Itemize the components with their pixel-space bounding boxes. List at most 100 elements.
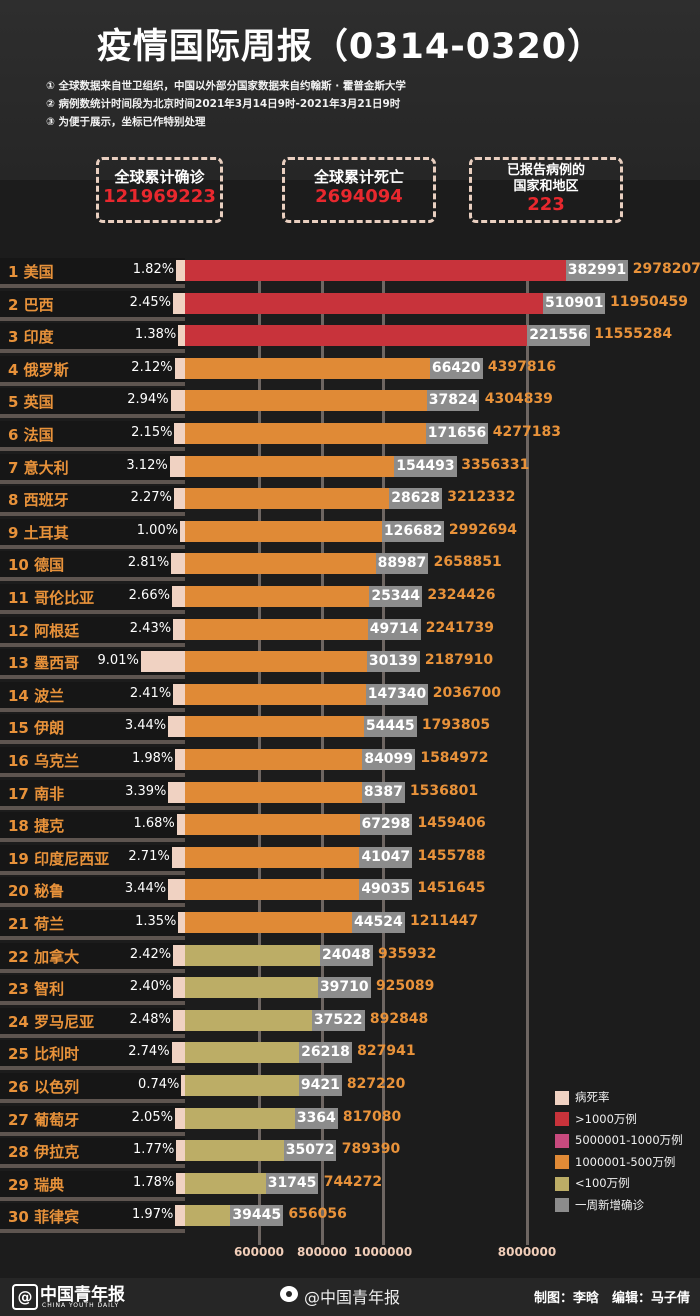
- country-label: 28 伊拉克: [8, 1141, 79, 1162]
- country-label: 8 西班牙: [8, 489, 69, 510]
- x-tick-label: 600000: [233, 1245, 285, 1259]
- country-name: 以色列: [34, 1078, 80, 1096]
- logo-text: 中国青年报: [40, 1285, 125, 1305]
- stat-label-line1: 已报告病例的: [506, 163, 585, 178]
- weekly-new-cases-label: 8387: [361, 781, 405, 803]
- country-name: 哥伦比亚: [34, 589, 95, 607]
- country-name: 罗马尼亚: [34, 1012, 95, 1031]
- total-cases-bar: [185, 488, 390, 510]
- country-name: 土耳其: [23, 523, 69, 542]
- note-3: ③ 为便于展示，坐标已作特别处理: [46, 116, 206, 128]
- death-rate-bar: [171, 846, 185, 868]
- total-cases-bar: [185, 423, 426, 444]
- legend-item: 病死率: [555, 1090, 610, 1106]
- total-cases-label: 925089: [375, 978, 435, 995]
- row-label-bg: [0, 290, 185, 321]
- row-label-bg: [0, 1203, 185, 1234]
- country-name: 西班牙: [23, 491, 69, 510]
- bar-row: 20 秘鲁 3.44% 49035 1451645: [0, 877, 700, 909]
- country-label: 21 荷兰: [8, 913, 64, 934]
- weekly-new-cases-label: 9421: [298, 1075, 342, 1096]
- total-cases-label: 2241739: [425, 619, 494, 636]
- rank: 19: [8, 849, 29, 868]
- death-rate-label: 2.66%: [128, 588, 170, 603]
- row-label-bg: [0, 714, 185, 745]
- country-name: 捷克: [34, 817, 65, 836]
- death-rate-bar: [176, 1172, 185, 1194]
- grid-line: [526, 275, 529, 1245]
- death-rate-label: 2.12%: [131, 359, 173, 375]
- legend-swatch: [555, 1112, 569, 1126]
- rank: 24: [8, 1012, 29, 1031]
- death-rate-bar: [173, 944, 185, 966]
- bar-row: 15 伊朗 3.44% 54445 1793805: [0, 714, 700, 746]
- death-rate-bar: [176, 260, 185, 281]
- bar-row: 16 乌克兰 1.98% 84099 1584972: [0, 747, 700, 779]
- total-cases-label: 744272: [323, 1173, 383, 1190]
- death-rate-label: 2.05%: [131, 1109, 173, 1125]
- country-name: 印度: [23, 328, 54, 347]
- legend-label: 5000001-1000万例: [575, 1133, 683, 1147]
- rank: 17: [8, 784, 29, 803]
- stat-value: 121969223: [103, 186, 216, 207]
- country-label: 19 印度尼西亚: [8, 848, 109, 869]
- legend-label: 病死率: [575, 1090, 610, 1104]
- stat-total-cases: 全球累计确诊 121969223: [96, 157, 223, 223]
- rank: 2: [8, 295, 19, 314]
- death-rate-label: 2.40%: [129, 979, 172, 995]
- death-rate-bar: [140, 651, 185, 673]
- stat-countries: 已报告病例的 国家和地区 223: [469, 157, 623, 223]
- death-rate-label: 2.15%: [131, 425, 173, 440]
- death-rate-label: 1.68%: [133, 816, 175, 832]
- death-rate-label: 2.74%: [128, 1044, 170, 1060]
- total-cases-label: 1459406: [417, 815, 486, 832]
- weekly-new-cases-label: 37824: [426, 390, 480, 412]
- weekly-new-cases-label: 24048: [319, 944, 373, 966]
- death-rate-bar: [168, 781, 185, 803]
- rank: 15: [8, 719, 29, 738]
- death-rate-bar: [178, 912, 185, 933]
- total-cases-label: 1455788: [417, 847, 486, 864]
- bar-row: 26 以色列 0.74% 9421 827220: [0, 1073, 700, 1105]
- total-cases-bar: [185, 814, 360, 836]
- total-cases-bar: [185, 1140, 284, 1162]
- country-name: 美国: [23, 263, 54, 281]
- weekly-new-cases-label: 37522: [311, 1009, 365, 1031]
- country-label: 2 巴西: [8, 294, 54, 315]
- x-tick-label: 1000000: [353, 1245, 413, 1259]
- death-rate-bar: [181, 1075, 185, 1096]
- bar-row: 4 俄罗斯 2.12% 66420 4397816: [0, 355, 700, 388]
- death-rate-label: 1.00%: [136, 522, 179, 538]
- total-cases-bar: [185, 651, 367, 673]
- death-rate-bar: [175, 749, 185, 770]
- country-label: 13 墨西哥: [8, 652, 79, 673]
- death-rate-bar: [172, 1009, 185, 1031]
- total-cases-label: 2658851: [433, 554, 502, 571]
- death-rate-bar: [176, 814, 185, 836]
- row-label-bg: [0, 1138, 185, 1169]
- total-cases-label: 789390: [341, 1141, 401, 1158]
- total-cases-label: 656056: [288, 1206, 347, 1223]
- rank: 5: [8, 393, 19, 412]
- rank: 23: [8, 980, 29, 999]
- weibo-account: @中国青年报: [304, 1288, 401, 1307]
- country-name: 英国: [23, 393, 54, 412]
- row-label-bg: [0, 323, 185, 354]
- header: [0, 0, 700, 180]
- death-rate-bar: [174, 1107, 185, 1129]
- rank: 6: [8, 426, 19, 444]
- weekly-new-cases-label: 510901: [543, 292, 606, 314]
- country-name: 加拿大: [34, 947, 80, 966]
- death-rate-label: 2.81%: [127, 555, 170, 571]
- total-cases-bar: [185, 683, 366, 705]
- row-label-bg: [0, 584, 185, 614]
- total-cases-bar: [185, 781, 362, 803]
- total-cases-label: 1584972: [420, 750, 489, 766]
- total-cases-bar: [185, 879, 360, 901]
- bar-row: 2 巴西 2.45% 510901 11950459: [0, 290, 700, 323]
- legend-swatch: [555, 1155, 569, 1169]
- total-cases-bar: [185, 1075, 299, 1096]
- total-cases-label: 817080: [342, 1108, 402, 1125]
- total-cases-label: 892848: [369, 1010, 429, 1027]
- weekly-new-cases-label: 221556: [527, 325, 590, 347]
